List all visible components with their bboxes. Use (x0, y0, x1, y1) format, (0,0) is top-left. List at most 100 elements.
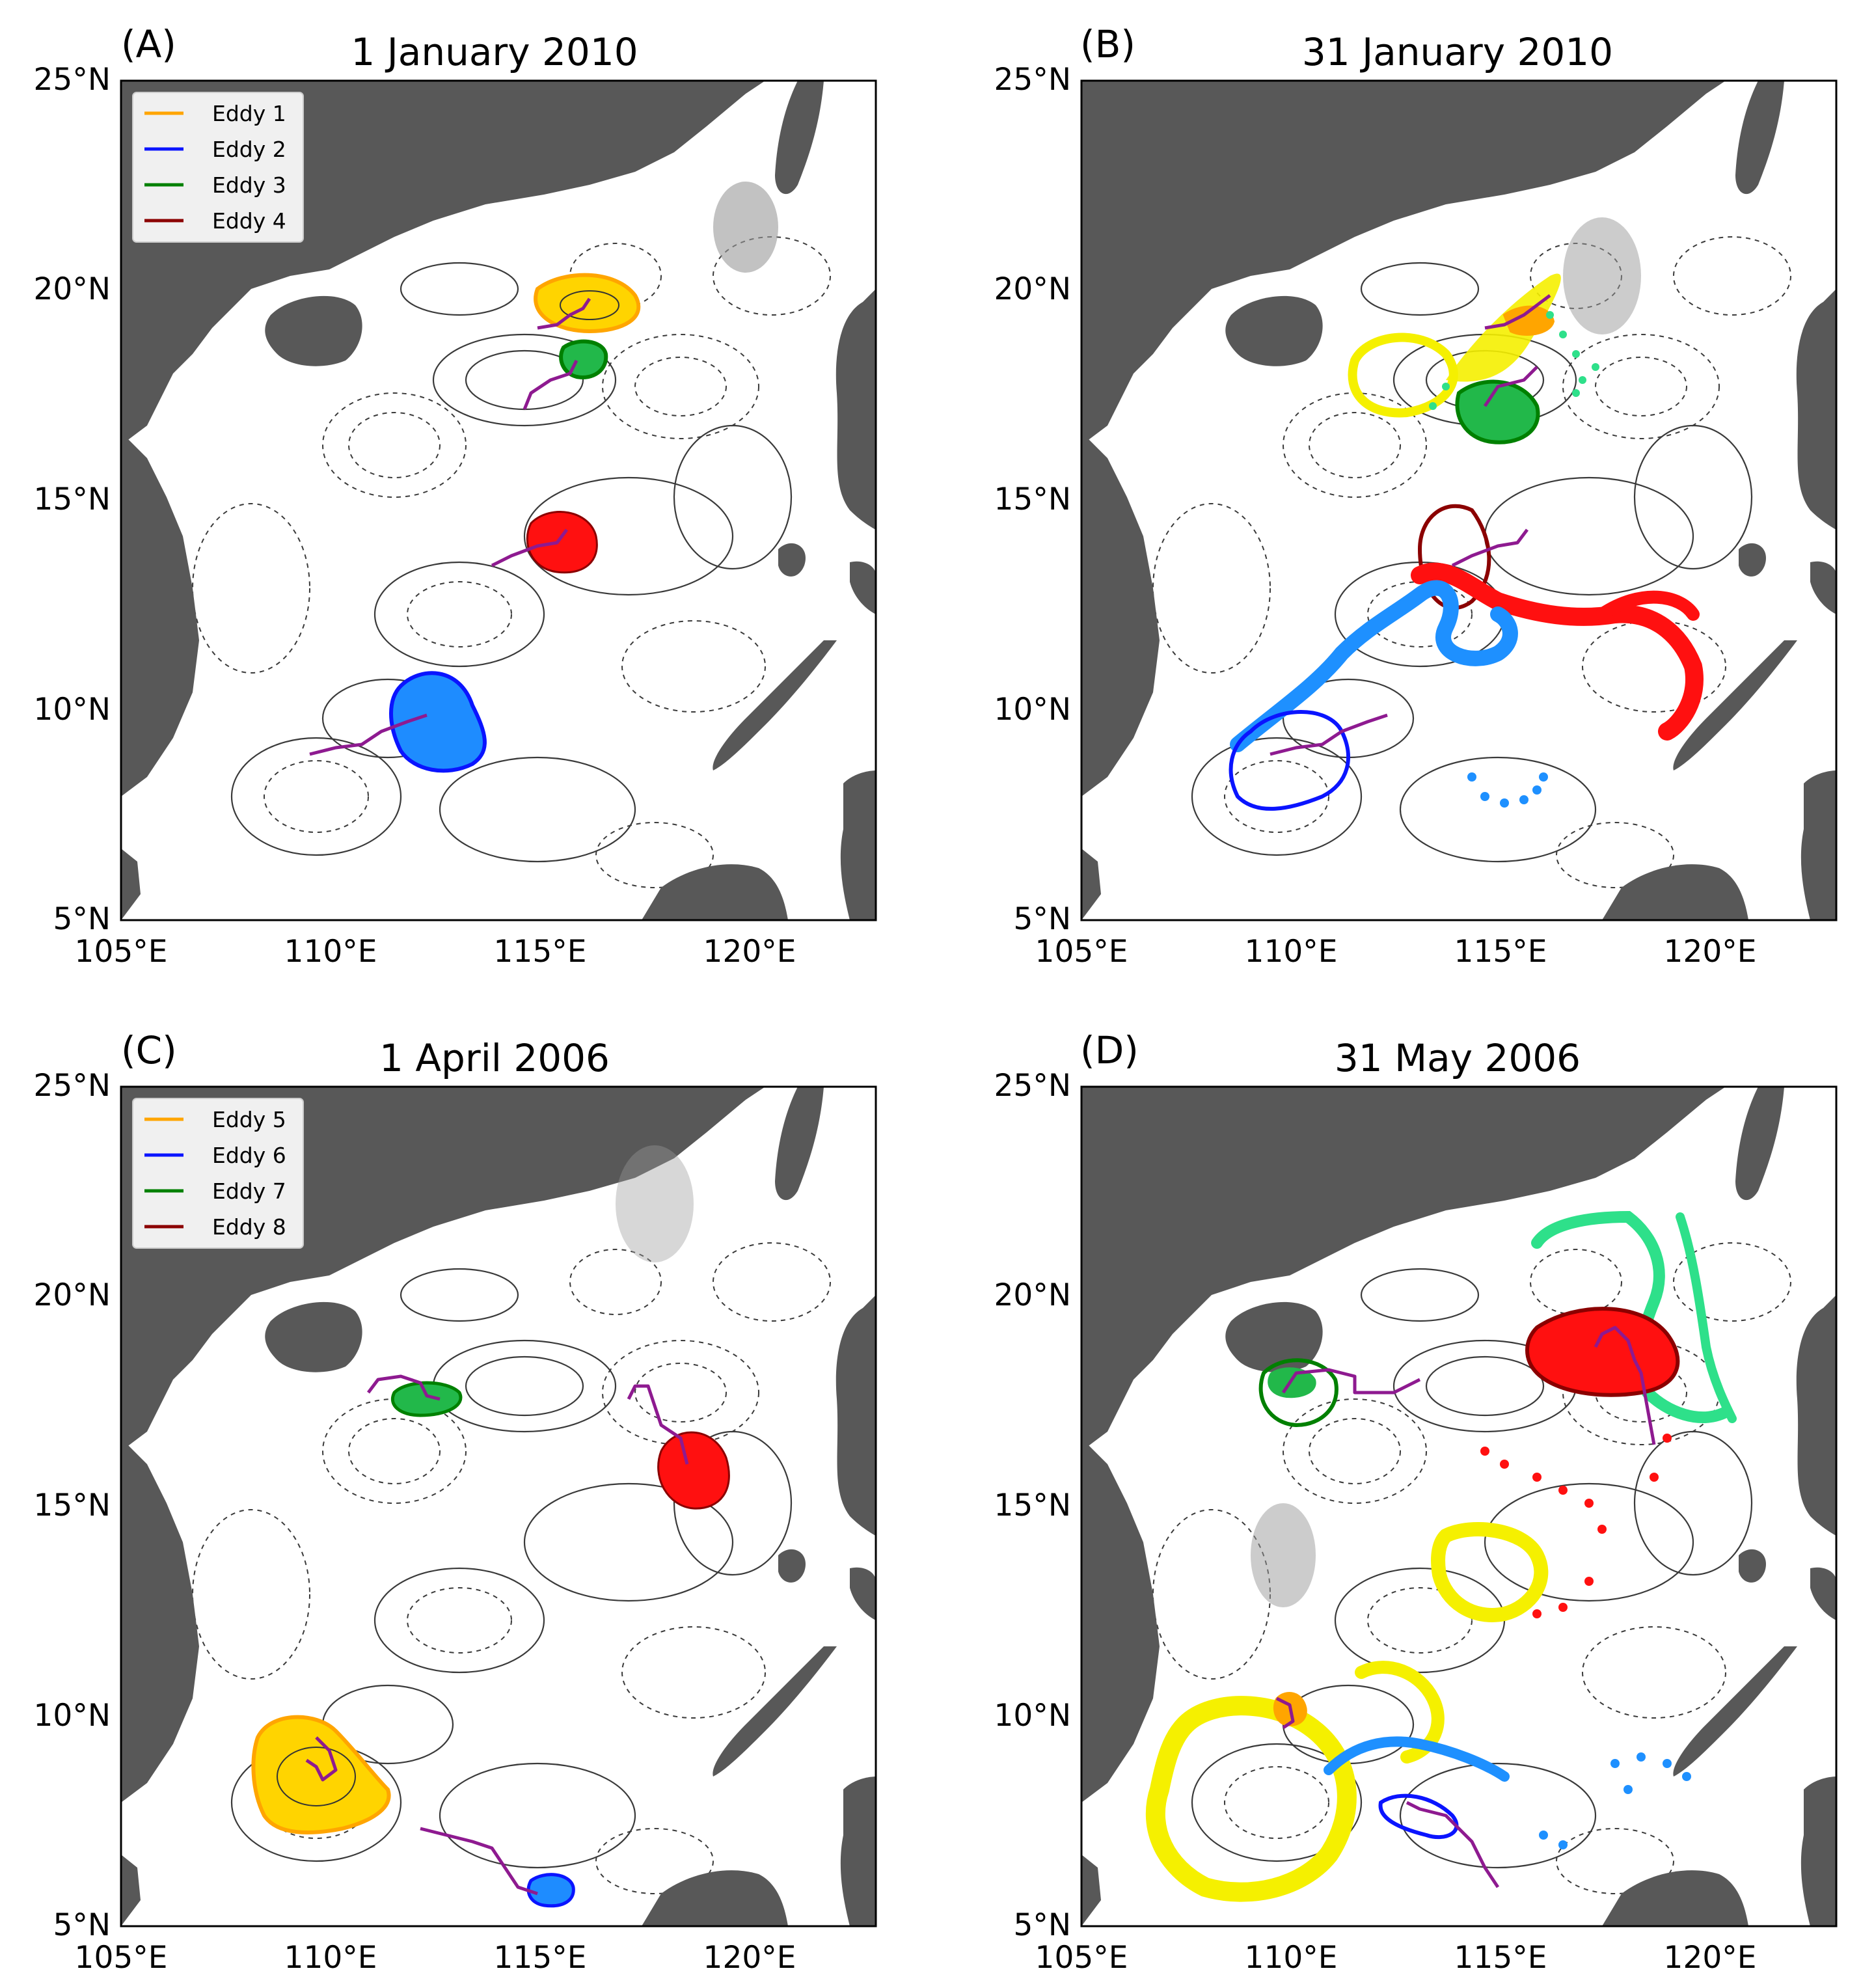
lat-tick: 15°N (34, 1488, 111, 1523)
track (1281, 1368, 1421, 1395)
lon-tick: 110°E (284, 1940, 377, 1976)
eddy-7 (1258, 1358, 1338, 1428)
lat-tick: 15°N (994, 1488, 1071, 1523)
legend-item: Eddy 4 (144, 208, 286, 234)
panel-label: (D) (1080, 1028, 1139, 1072)
lon-tick: 115°E (1454, 1940, 1547, 1976)
track-eddy-1 (537, 297, 591, 330)
panel-title: 1 January 2010 (351, 30, 638, 74)
lat-axis: 25°N 20°N 15°N 10°N 5°N (34, 1068, 111, 1943)
track-eddy-2 (309, 713, 428, 756)
legend-label: Eddy 8 (212, 1214, 286, 1240)
legend-label: Eddy 1 (212, 101, 286, 126)
panel-title: 1 April 2006 (379, 1036, 610, 1080)
track (1451, 528, 1528, 567)
lon-tick: 120°E (703, 934, 796, 970)
lat-tick: 25°N (34, 1068, 111, 1104)
panel-c: (C) 1 April 2006 (34, 1028, 877, 1976)
track (367, 1374, 441, 1401)
legend-item: Eddy 7 (144, 1178, 286, 1204)
legend-label: Eddy 6 (212, 1143, 286, 1168)
lat-tick: 10°N (994, 1698, 1071, 1734)
particles-yellow (1348, 333, 1458, 418)
lat-tick: 5°N (53, 901, 111, 937)
track (420, 1827, 538, 1896)
lon-tick: 105°E (75, 1940, 168, 1976)
lon-tick: 115°E (494, 934, 587, 970)
panel-title: 31 May 2006 (1335, 1036, 1581, 1080)
legend: Eddy 5 Eddy 6 Eddy 7 Eddy 8 (132, 1098, 304, 1249)
eddy-8 (1525, 1307, 1680, 1397)
lat-axis: 25°N 20°N 15°N 10°N 5°N (34, 62, 111, 937)
lat-tick: 5°N (53, 1907, 111, 1943)
map-area (1080, 1085, 1838, 1927)
lat-axis: 25°N 20°N 15°N 10°N 5°N (994, 62, 1071, 937)
panel-label: (B) (1080, 22, 1135, 66)
eddy-6 (1378, 1793, 1459, 1840)
legend-label: Eddy 7 (212, 1178, 286, 1204)
lat-tick: 5°N (1013, 1907, 1071, 1943)
legend-item: Eddy 3 (144, 172, 286, 198)
panel-d: (D) 31 May 2006 (994, 1028, 1838, 1976)
lon-axis: 105°E 110°E 115°E 120°E (1035, 1940, 1757, 1976)
lat-tick: 25°N (34, 62, 111, 98)
lat-axis: 25°N 20°N 15°N 10°N 5°N (994, 1068, 1071, 1943)
lon-tick: 120°E (1664, 1940, 1757, 1976)
panel-label: (C) (121, 1028, 177, 1072)
panel-b: (B) 31 January 2010 (994, 22, 1838, 970)
lon-axis: 105°E 110°E 115°E 120°E (75, 934, 796, 970)
lat-tick: 15°N (34, 482, 111, 517)
lat-tick: 10°N (34, 1698, 111, 1734)
legend-label: Eddy 4 (212, 208, 286, 234)
track-eddy-4 (491, 528, 568, 567)
lon-tick: 115°E (494, 1940, 587, 1976)
lat-tick: 20°N (34, 271, 111, 307)
track (305, 1736, 338, 1782)
map-area (1080, 79, 1838, 921)
eddy-6 (526, 1873, 575, 1908)
track-eddy-3 (523, 359, 578, 410)
legend-label: Eddy 2 (212, 137, 286, 162)
lon-axis: 105°E 110°E 115°E 120°E (75, 1940, 796, 1976)
legend-item: Eddy 6 (144, 1143, 286, 1168)
lat-tick: 25°N (994, 62, 1071, 98)
lat-tick: 20°N (994, 271, 1071, 307)
legend-item: Eddy 1 (144, 101, 286, 126)
lon-tick: 105°E (75, 934, 168, 970)
lon-axis: 105°E 110°E 115°E 120°E (1035, 934, 1757, 970)
lon-tick: 110°E (284, 934, 377, 970)
panel-a: (A) 1 January 2010 (34, 22, 877, 970)
map-area: Eddy 1 Eddy 2 Eddy 3 Eddy 4 (120, 79, 877, 921)
lat-tick: 25°N (994, 1068, 1071, 1104)
track (1275, 1696, 1295, 1730)
track (1484, 294, 1551, 330)
map-area: Eddy 5 Eddy 6 Eddy 7 Eddy 8 (120, 1085, 877, 1927)
eddy-7 (391, 1381, 463, 1417)
eddy-4 (1417, 504, 1491, 610)
eddy-2 (389, 671, 487, 773)
lat-tick: 20°N (34, 1277, 111, 1313)
track (627, 1384, 689, 1465)
track (1406, 1801, 1500, 1888)
lon-tick: 105°E (1035, 1940, 1128, 1976)
eddy-3 (559, 339, 608, 379)
legend-item: Eddy 8 (144, 1214, 286, 1240)
eddy-8 (657, 1431, 730, 1510)
track (1483, 366, 1538, 407)
lat-tick: 20°N (994, 1277, 1071, 1313)
lat-tick: 10°N (34, 692, 111, 728)
eddy-3 (1455, 379, 1540, 444)
track (1270, 713, 1388, 756)
legend-item: Eddy 2 (144, 137, 286, 162)
lat-tick: 15°N (994, 482, 1071, 517)
lat-tick: 5°N (1013, 901, 1071, 937)
lon-tick: 120°E (703, 1940, 796, 1976)
lat-tick: 10°N (994, 692, 1071, 728)
panel-title: 31 January 2010 (1302, 30, 1613, 74)
legend-item: Eddy 5 (144, 1107, 286, 1132)
lon-tick: 120°E (1664, 934, 1757, 970)
lon-tick: 105°E (1035, 934, 1128, 970)
eddy-2 (1229, 710, 1350, 811)
track (1594, 1326, 1656, 1445)
